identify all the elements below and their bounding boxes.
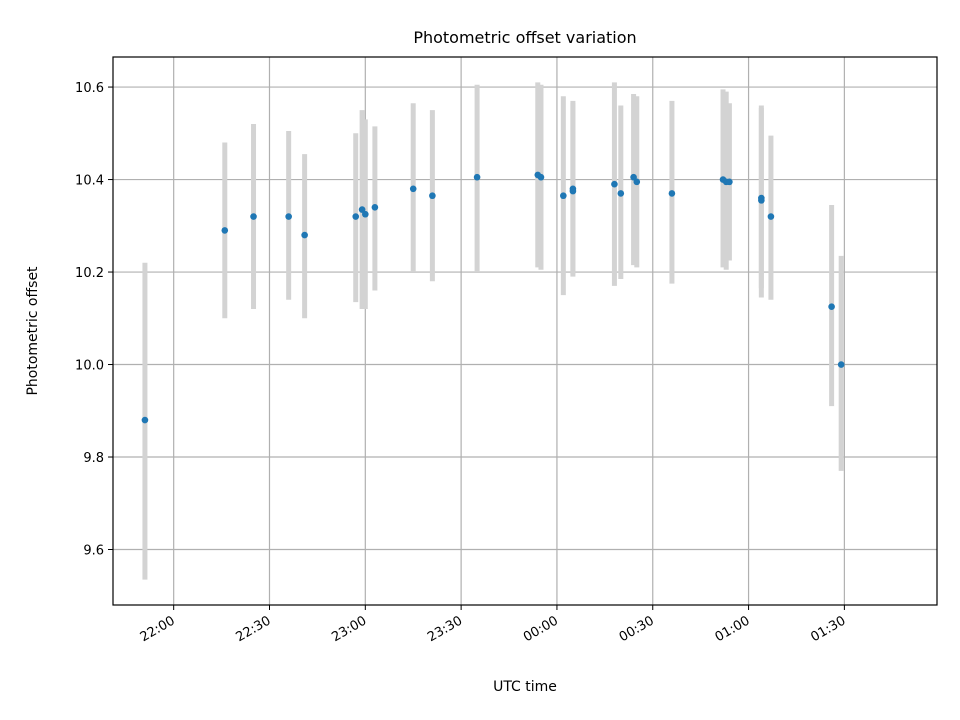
data-point (250, 213, 257, 220)
data-point (141, 416, 149, 424)
data-point (358, 206, 366, 213)
data-point (409, 185, 417, 193)
data-point (726, 178, 733, 186)
data-point (362, 210, 369, 218)
y-tick-label: 10.4 (75, 174, 104, 189)
data-point (301, 231, 308, 239)
y-axis-ticks: 9.6 9.8 10.0 10.2 10.4 10.6 (75, 81, 113, 559)
data-point (429, 192, 436, 200)
data-point (221, 227, 229, 234)
y-tick-label: 10.2 (75, 266, 104, 281)
data-point (837, 361, 845, 368)
x-axis-label: UTC time (493, 679, 557, 695)
y-axis-label: Photometric offset (25, 266, 41, 396)
y-tick-label: 9.8 (83, 451, 104, 466)
data-point (569, 187, 577, 195)
data-point (630, 173, 637, 181)
data-point (371, 203, 379, 211)
chart-title: Photometric offset variation (413, 28, 636, 47)
data-point (617, 190, 625, 197)
data-points (141, 171, 845, 424)
y-tick-label: 10.0 (75, 359, 104, 374)
data-point (473, 173, 481, 181)
data-point (767, 213, 775, 220)
data-point (537, 173, 545, 181)
y-tick-label: 9.6 (83, 544, 104, 559)
data-point (560, 192, 567, 200)
data-point (285, 213, 292, 220)
data-point (828, 303, 835, 311)
data-point (352, 213, 360, 220)
plot-frame (112, 56, 938, 606)
data-point (633, 178, 641, 186)
y-tick-label: 10.6 (75, 81, 104, 96)
data-point (668, 190, 676, 197)
data-point (758, 194, 765, 202)
data-point (611, 180, 618, 188)
